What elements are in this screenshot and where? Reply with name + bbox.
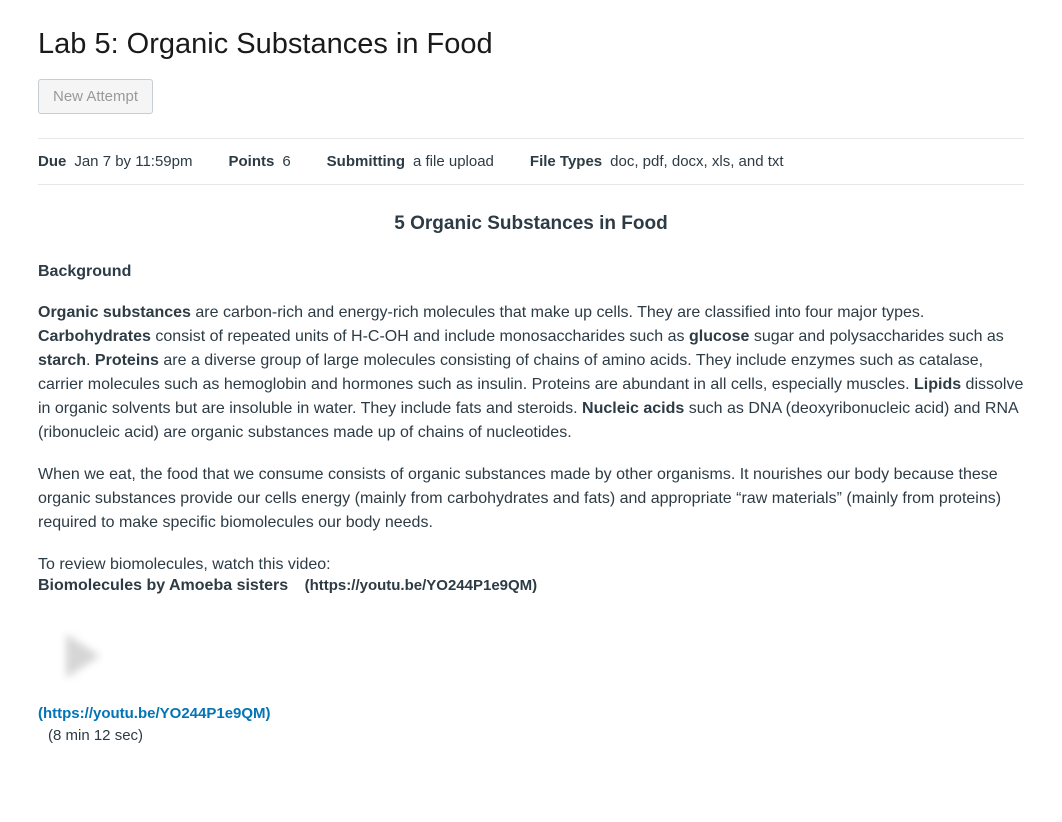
meta-due-label: Due bbox=[38, 153, 66, 170]
assignment-meta-bar: Due Jan 7 by 11:59pm Points 6 Submitting a … bbox=[38, 138, 1024, 185]
text: are carbon-rich and energy-rich molecule… bbox=[191, 304, 924, 321]
meta-points-label: Points bbox=[228, 153, 274, 170]
term-nucleic-acids: Nucleic acids bbox=[582, 400, 684, 417]
meta-points: Points 6 bbox=[228, 153, 290, 170]
meta-submitting: Submitting a file upload bbox=[327, 153, 494, 170]
video-thumbnail[interactable] bbox=[38, 613, 128, 699]
video-reference: Biomolecules by Amoeba sisters (https://… bbox=[38, 577, 1024, 595]
term-starch: starch bbox=[38, 352, 86, 369]
meta-filetypes-value: doc, pdf, docx, xls, and txt bbox=[610, 153, 783, 170]
term-glucose: glucose bbox=[689, 328, 749, 345]
meta-filetypes-label: File Types bbox=[530, 153, 602, 170]
text: consist of repeated units of H-C-OH and … bbox=[151, 328, 689, 345]
page-title: Lab 5: Organic Substances in Food bbox=[38, 28, 1024, 61]
term-lipids: Lipids bbox=[914, 376, 961, 393]
new-attempt-button[interactable]: New Attempt bbox=[38, 79, 153, 114]
text: are a diverse group of large molecules c… bbox=[38, 352, 983, 393]
text: sugar and polysaccharides such as bbox=[749, 328, 1003, 345]
meta-submitting-value: a file upload bbox=[413, 153, 494, 170]
video-link[interactable]: (https://youtu.be/YO244P1e9QM) bbox=[38, 705, 271, 722]
video-duration: (8 min 12 sec) bbox=[48, 727, 1024, 744]
term-organic-substances: Organic substances bbox=[38, 304, 191, 321]
term-carbohydrates: Carbohydrates bbox=[38, 328, 151, 345]
paragraph-1: Organic substances are carbon-rich and e… bbox=[38, 301, 1024, 445]
background-heading: Background bbox=[38, 263, 1024, 281]
paragraph-2: When we eat, the food that we consume co… bbox=[38, 463, 1024, 535]
term-proteins: Proteins bbox=[95, 352, 159, 369]
meta-points-value: 6 bbox=[282, 153, 290, 170]
play-icon bbox=[66, 634, 100, 678]
text: . bbox=[86, 352, 95, 369]
meta-submitting-label: Submitting bbox=[327, 153, 405, 170]
meta-filetypes: File Types doc, pdf, docx, xls, and txt bbox=[530, 153, 784, 170]
meta-due: Due Jan 7 by 11:59pm bbox=[38, 153, 192, 170]
content-title: 5 Organic Substances in Food bbox=[38, 213, 1024, 235]
video-url-inline: (https://youtu.be/YO244P1e9QM) bbox=[305, 577, 538, 594]
meta-due-value: Jan 7 by 11:59pm bbox=[74, 153, 192, 170]
review-intro: To review biomolecules, watch this video… bbox=[38, 553, 1024, 577]
video-title: Biomolecules by Amoeba sisters bbox=[38, 577, 288, 594]
